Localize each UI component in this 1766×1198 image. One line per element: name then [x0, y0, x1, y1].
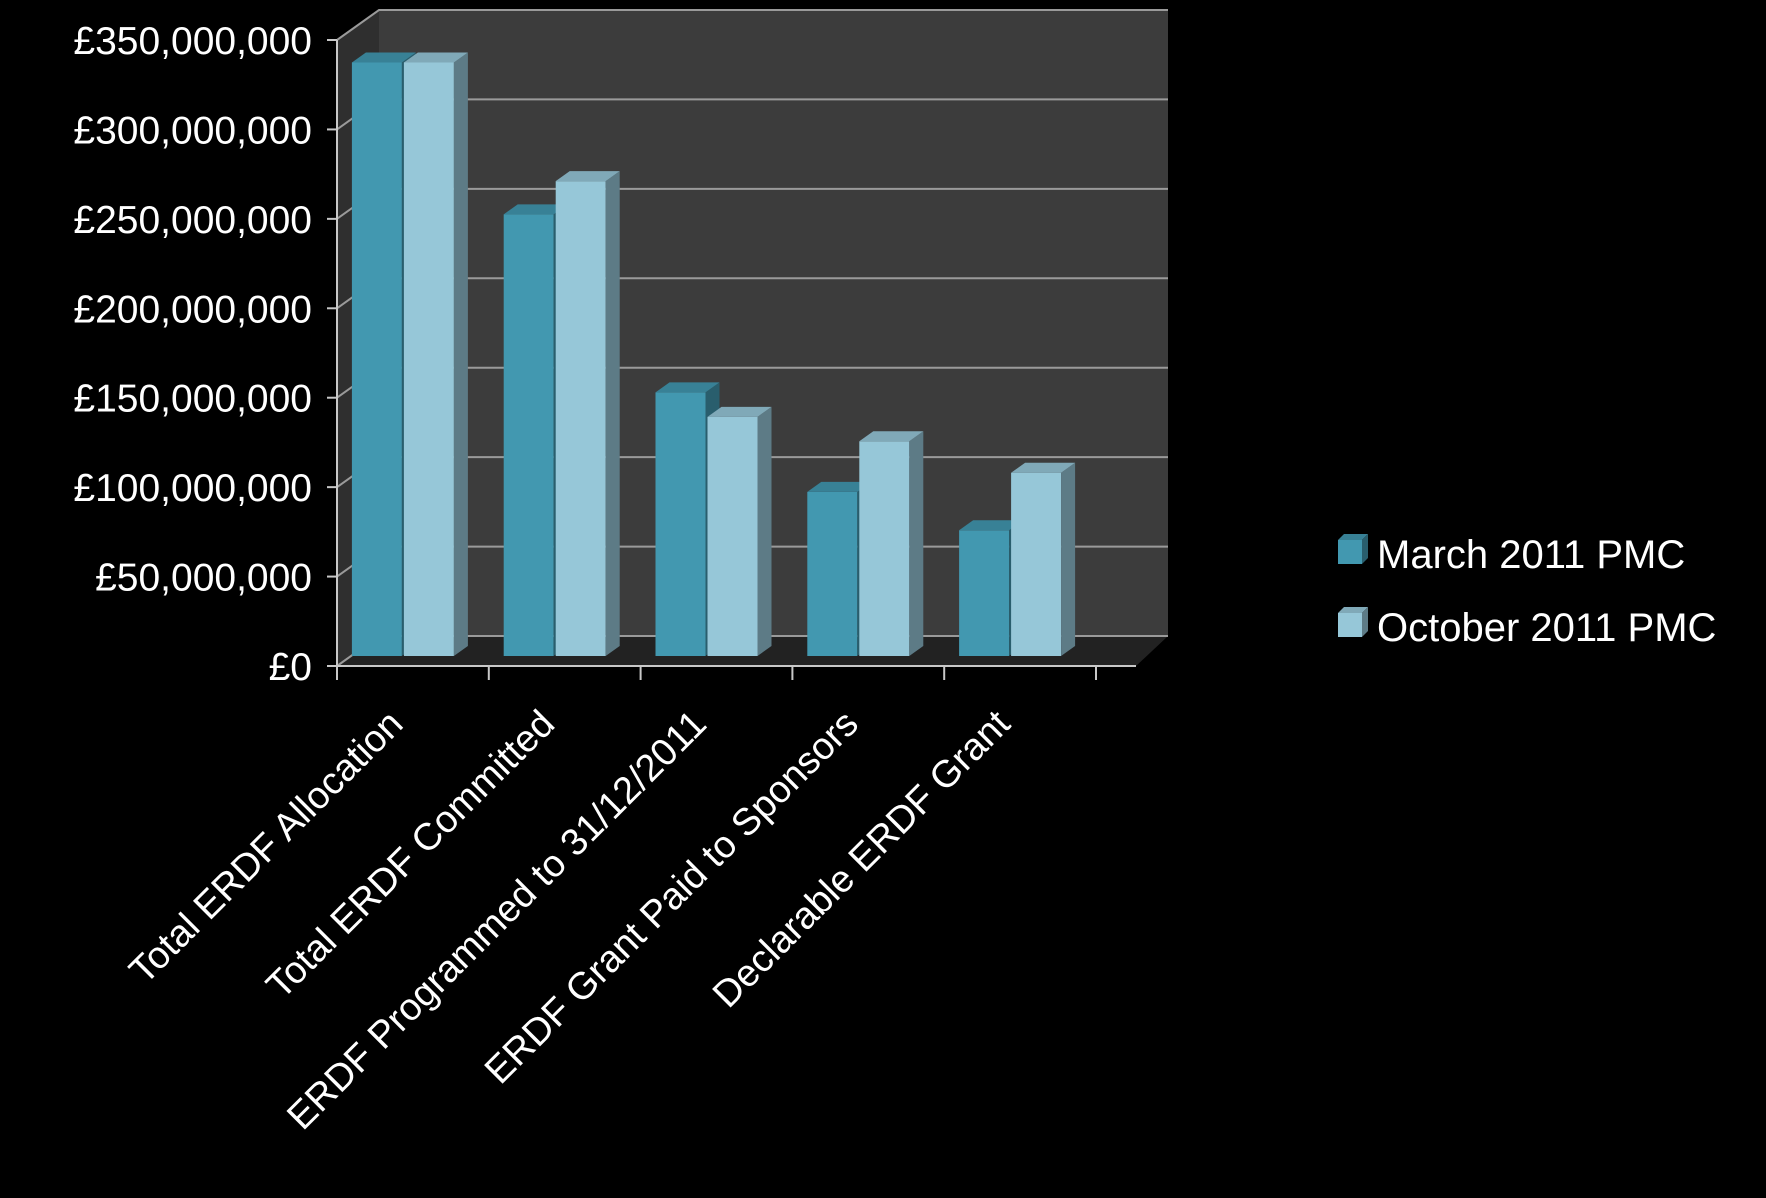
- legend-label: October 2011 PMC: [1377, 606, 1716, 650]
- bar-front: [707, 416, 758, 656]
- bar-front: [503, 214, 554, 656]
- legend-swatch-top: [1338, 607, 1368, 613]
- bar-side: [605, 171, 620, 656]
- bar-front: [655, 392, 706, 656]
- bar-top: [503, 204, 568, 215]
- bar: [403, 52, 468, 656]
- bar: [555, 171, 620, 656]
- bar-top: [351, 52, 416, 63]
- bar-front: [807, 491, 858, 656]
- bar-front: [403, 62, 454, 656]
- legend-swatch: [1338, 607, 1368, 637]
- legend-label: March 2011 PMC: [1377, 533, 1685, 577]
- bar-top: [707, 406, 772, 417]
- legend-swatch: [1338, 534, 1368, 564]
- bar-top: [655, 382, 720, 393]
- bar-front: [959, 530, 1010, 656]
- axes: [336, 40, 1136, 680]
- bar-side: [1061, 462, 1076, 656]
- bar-top: [859, 431, 924, 442]
- bar-front: [1011, 472, 1062, 656]
- bar-side: [909, 431, 924, 656]
- bar-top: [555, 171, 620, 182]
- x-tick-label: Declarable ERDF Grant: [705, 702, 1019, 1016]
- y-tick-label: £150,000,000: [73, 378, 312, 421]
- legend-swatch-front: [1338, 540, 1362, 564]
- bar-front: [555, 181, 606, 656]
- bar-side: [453, 52, 468, 656]
- bar: [859, 431, 924, 656]
- legend-swatch-top: [1338, 534, 1368, 540]
- y-tick-label: £50,000,000: [95, 557, 312, 600]
- legend: March 2011 PMC October 2011 PMC: [1338, 533, 1716, 650]
- bar-top: [403, 52, 468, 63]
- bar-side: [757, 406, 772, 656]
- x-tick-label: Total ERDF Allocation: [122, 703, 412, 993]
- y-tick-label: £0: [269, 646, 312, 689]
- legend-swatch-side: [1362, 607, 1368, 637]
- y-tick-label: £300,000,000: [73, 109, 312, 152]
- gridline: [336, 9, 1168, 41]
- legend-swatch-front: [1338, 613, 1362, 637]
- bar-top: [1011, 462, 1076, 473]
- bar-front: [351, 62, 402, 656]
- bar: [1011, 462, 1076, 656]
- bar-top: [807, 481, 872, 492]
- bar: [707, 406, 772, 656]
- legend-swatch-side: [1362, 534, 1368, 564]
- bars: [351, 52, 1076, 656]
- y-tick-label: £100,000,000: [73, 467, 312, 510]
- y-tick-label: £250,000,000: [73, 199, 312, 242]
- y-tick-label: £200,000,000: [73, 288, 312, 331]
- bar-top: [959, 520, 1024, 531]
- x-tick-label: Total ERDF Committed: [259, 703, 563, 1007]
- y-axis-ticks: £0 £50,000,000 £100,000,000 £150,000,000 £20…: [73, 20, 337, 689]
- bar-front: [859, 441, 910, 656]
- y-tick-label: £350,000,000: [73, 20, 312, 63]
